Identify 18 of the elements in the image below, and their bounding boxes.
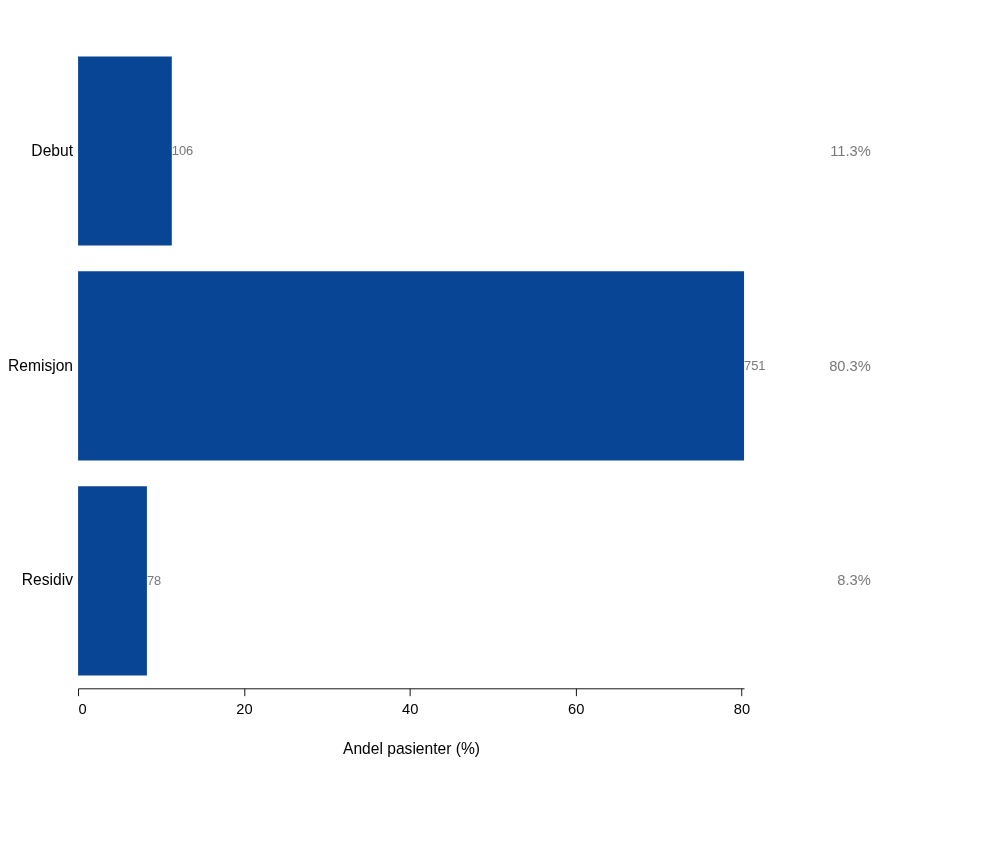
x-tick-label: 20 <box>236 700 253 717</box>
bar <box>78 486 147 676</box>
x-tick-label: 40 <box>402 700 419 717</box>
x-axis-title: Andel pasienter (%) <box>342 740 481 758</box>
annotation: 78 <box>146 572 162 588</box>
x-tick-label: 80 <box>733 700 751 717</box>
bar <box>78 271 745 461</box>
annotation: 106 <box>171 142 194 158</box>
data-label: 11.3% <box>830 142 871 159</box>
y-tick-label: Residiv <box>21 571 74 589</box>
y-tick-label: Debut <box>31 141 74 159</box>
annotation: 751 <box>744 357 766 373</box>
data-label: 8.3% <box>837 572 871 589</box>
x-tick-label: 0 <box>78 700 87 717</box>
x-tick-label: 60 <box>567 700 585 717</box>
data-label: 80.3% <box>829 357 871 374</box>
bar <box>78 56 172 246</box>
y-tick-label: Remisjon <box>7 356 74 374</box>
